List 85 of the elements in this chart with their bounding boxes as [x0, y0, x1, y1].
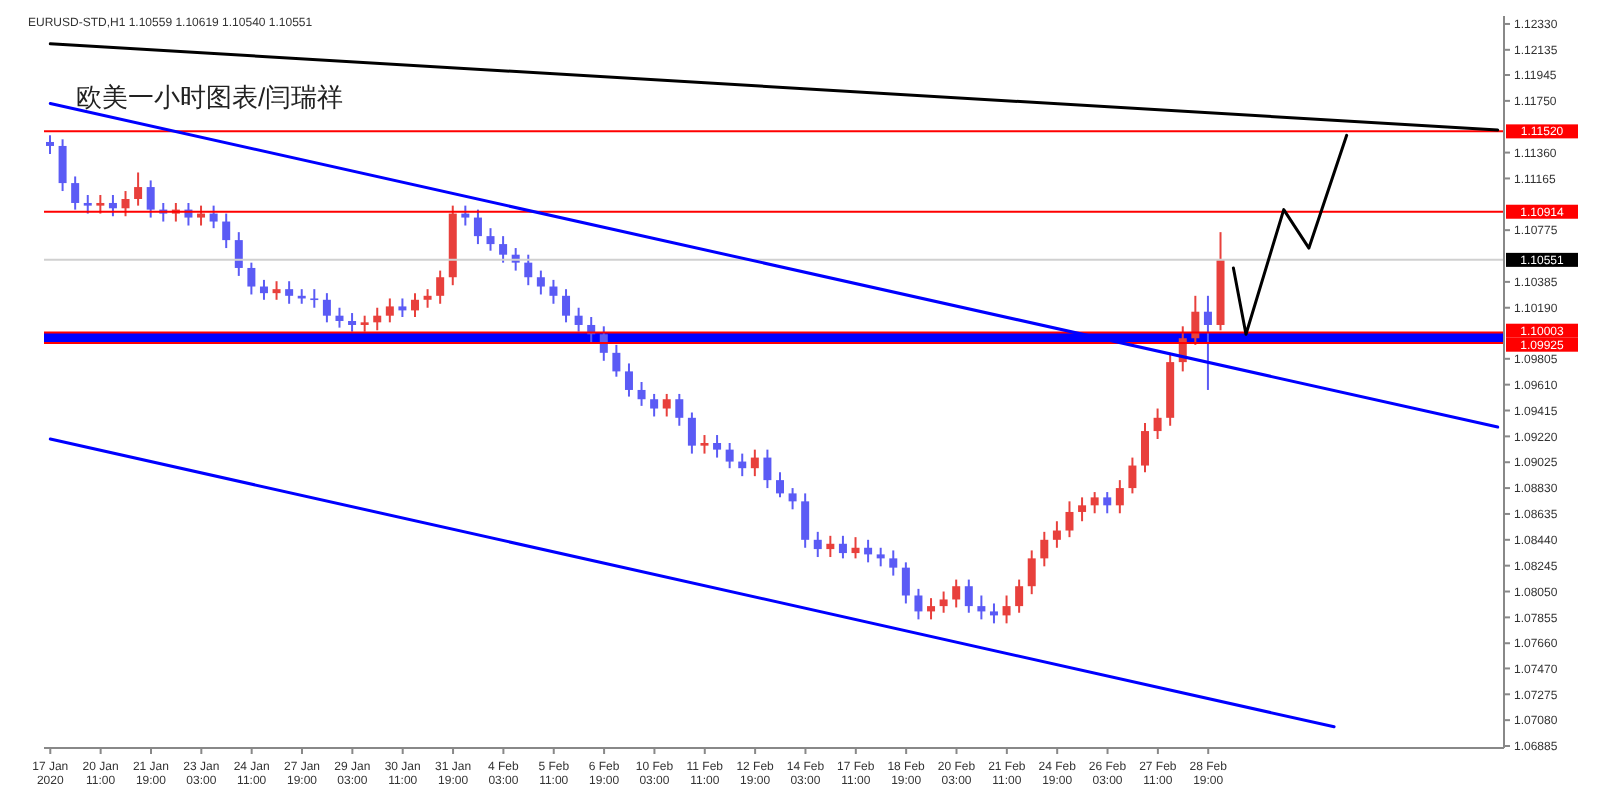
candlestick: [121, 190, 130, 218]
candlestick: [1203, 294, 1212, 391]
candlestick: [813, 530, 822, 559]
candlestick: [1128, 456, 1137, 495]
candlestick: [650, 392, 659, 418]
candlestick: [599, 325, 608, 362]
candlestick: [1090, 491, 1099, 515]
candlestick: [750, 448, 759, 478]
candlestick: [1040, 530, 1049, 568]
candlestick: [373, 306, 382, 332]
candlestick: [612, 343, 621, 378]
candlestick: [1015, 578, 1024, 614]
candlestick: [675, 392, 684, 427]
candlestick: [939, 590, 948, 614]
candlestick: [927, 597, 936, 621]
candlestick: [108, 194, 117, 218]
candlestick: [96, 194, 105, 215]
candlestick: [1141, 422, 1149, 474]
candlestick: [310, 288, 319, 309]
candlestick: [222, 212, 231, 250]
candlestick: [1103, 491, 1112, 515]
candlestick: [436, 269, 445, 305]
candlestick: [272, 280, 281, 301]
candlestick: [411, 292, 419, 319]
candlestick: [259, 278, 268, 301]
candlestick: [864, 538, 873, 564]
candlestick: [1027, 549, 1036, 596]
candlestick: [1052, 520, 1061, 549]
candlestick: [209, 204, 218, 230]
candlestick: [977, 594, 986, 621]
candlestick: [763, 448, 772, 490]
candlestick: [524, 253, 533, 287]
candlestick: [989, 602, 998, 625]
candlestick: [461, 204, 470, 227]
candlestick: [134, 171, 143, 207]
candlestick: [549, 278, 558, 305]
candlestick: [700, 434, 709, 455]
candlestick: [738, 452, 747, 478]
candlestick: [801, 492, 810, 549]
candlestick: [901, 561, 910, 605]
candlestick: [725, 442, 734, 470]
candlestick: [574, 306, 583, 333]
candlestick: [1153, 407, 1162, 441]
candlestick: [876, 546, 885, 568]
candlestick: [838, 534, 847, 560]
candlestick: [348, 312, 357, 333]
candlestick: [473, 208, 482, 246]
candlestick: [247, 261, 256, 296]
text: 欧美一小时图表/闫瑞祥: [76, 80, 344, 116]
candlestick: [385, 297, 394, 324]
candlestick: [146, 179, 155, 219]
candlestick: [889, 549, 898, 577]
candlestick: [776, 471, 784, 499]
candlestick: [71, 175, 80, 211]
candlestick: [536, 269, 545, 296]
candlestick: [335, 306, 344, 329]
candlestick: [1115, 479, 1124, 515]
candlestick: [713, 434, 722, 459]
candlestick: [423, 288, 432, 309]
candlestick: [499, 235, 508, 264]
candlestick: [662, 392, 671, 418]
candlestick: [826, 534, 835, 559]
candlestick: [1078, 496, 1087, 523]
candlestick: [687, 411, 696, 455]
candlestick: [914, 587, 923, 621]
candlestick: [234, 231, 243, 277]
candlestick: [788, 487, 797, 511]
candlestick: [624, 362, 633, 398]
candlestick: [83, 194, 92, 215]
candlestick: [398, 297, 407, 319]
candlestick: [964, 578, 973, 614]
candlestick: [46, 134, 54, 155]
candlestick: [1191, 294, 1200, 346]
candlestick: [562, 288, 571, 324]
line-series: [1231, 133, 1349, 336]
candlestick: [322, 292, 331, 324]
candlestick: [1002, 594, 1011, 625]
candlestick: [952, 578, 961, 609]
candlestick: [486, 227, 495, 252]
candlestick: [637, 381, 646, 407]
candlestick: [285, 280, 294, 305]
candlestick: [1065, 500, 1074, 539]
candlestick: [851, 536, 860, 560]
candlestick: [197, 204, 206, 227]
candlestick: [58, 138, 67, 193]
